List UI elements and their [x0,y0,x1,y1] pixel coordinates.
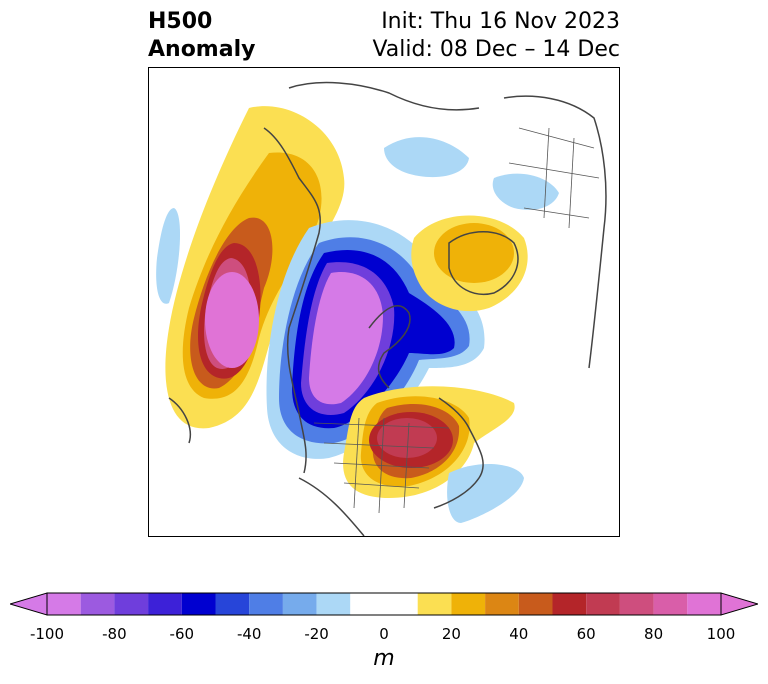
colorbar-tick-label: -20 [304,625,329,643]
arctic-negatives [384,137,559,210]
colorbar-bin [417,593,452,615]
colorbar-bin [451,593,486,615]
colorbar-tick-label: -60 [169,625,195,643]
colorbar-bin [47,593,81,615]
colorbar [10,592,758,616]
colorbar-tick-label: -100 [29,625,65,643]
colorbar-bin [552,593,587,615]
colorbar-tick-label: 0 [379,625,389,643]
colorbar-bin [687,593,721,615]
anomaly-map [148,67,620,537]
valid-period: Valid: 08 Dec – 14 Dec [372,37,620,62]
colorbar-bin [619,593,654,615]
colorbar-tick-label: -40 [236,625,262,643]
europe-ridge [411,215,528,312]
colorbar-bin [215,593,250,615]
colorbar-max-arrow [720,592,758,616]
colorbar-tick-label: -80 [102,625,127,643]
colorbar-bin [282,593,317,615]
title-line-2: Anomaly [148,37,256,62]
colorbar-bin [114,593,149,615]
colorbar-tick-label: 80 [644,625,664,643]
colorbar-bin [181,593,216,615]
forecast-info: Init: Thu 16 Nov 2023 Valid: 08 Dec – 14… [372,8,620,64]
colorbar-bin [316,593,351,615]
colorbar-bin [249,593,283,615]
pacific-ridge [156,106,345,429]
colorbar-tick-label: 20 [441,625,461,643]
colorbar-min-arrow [10,592,48,616]
coastlines [168,81,607,536]
political-borders [313,127,600,514]
colorbar-bin [653,593,688,615]
colorbar-unit-label: m [373,646,395,671]
colorbar-tick-label: 40 [509,625,529,643]
colorbar-tick-label: 100 [706,625,736,643]
title-line-1: H500 [148,9,213,34]
init-time: Init: Thu 16 Nov 2023 [381,9,620,34]
colorbar-bin [350,593,418,615]
plot-title: H500 Anomaly [148,8,255,64]
western-trough [266,220,485,459]
colorbar-bin [148,593,182,615]
eastern-ridge [343,386,524,523]
colorbar-bin [80,593,115,615]
colorbar-bin [586,593,620,615]
colorbar-tick-label: 60 [576,625,596,643]
colorbar-bin [518,593,553,615]
colorbar-bin [485,593,519,615]
